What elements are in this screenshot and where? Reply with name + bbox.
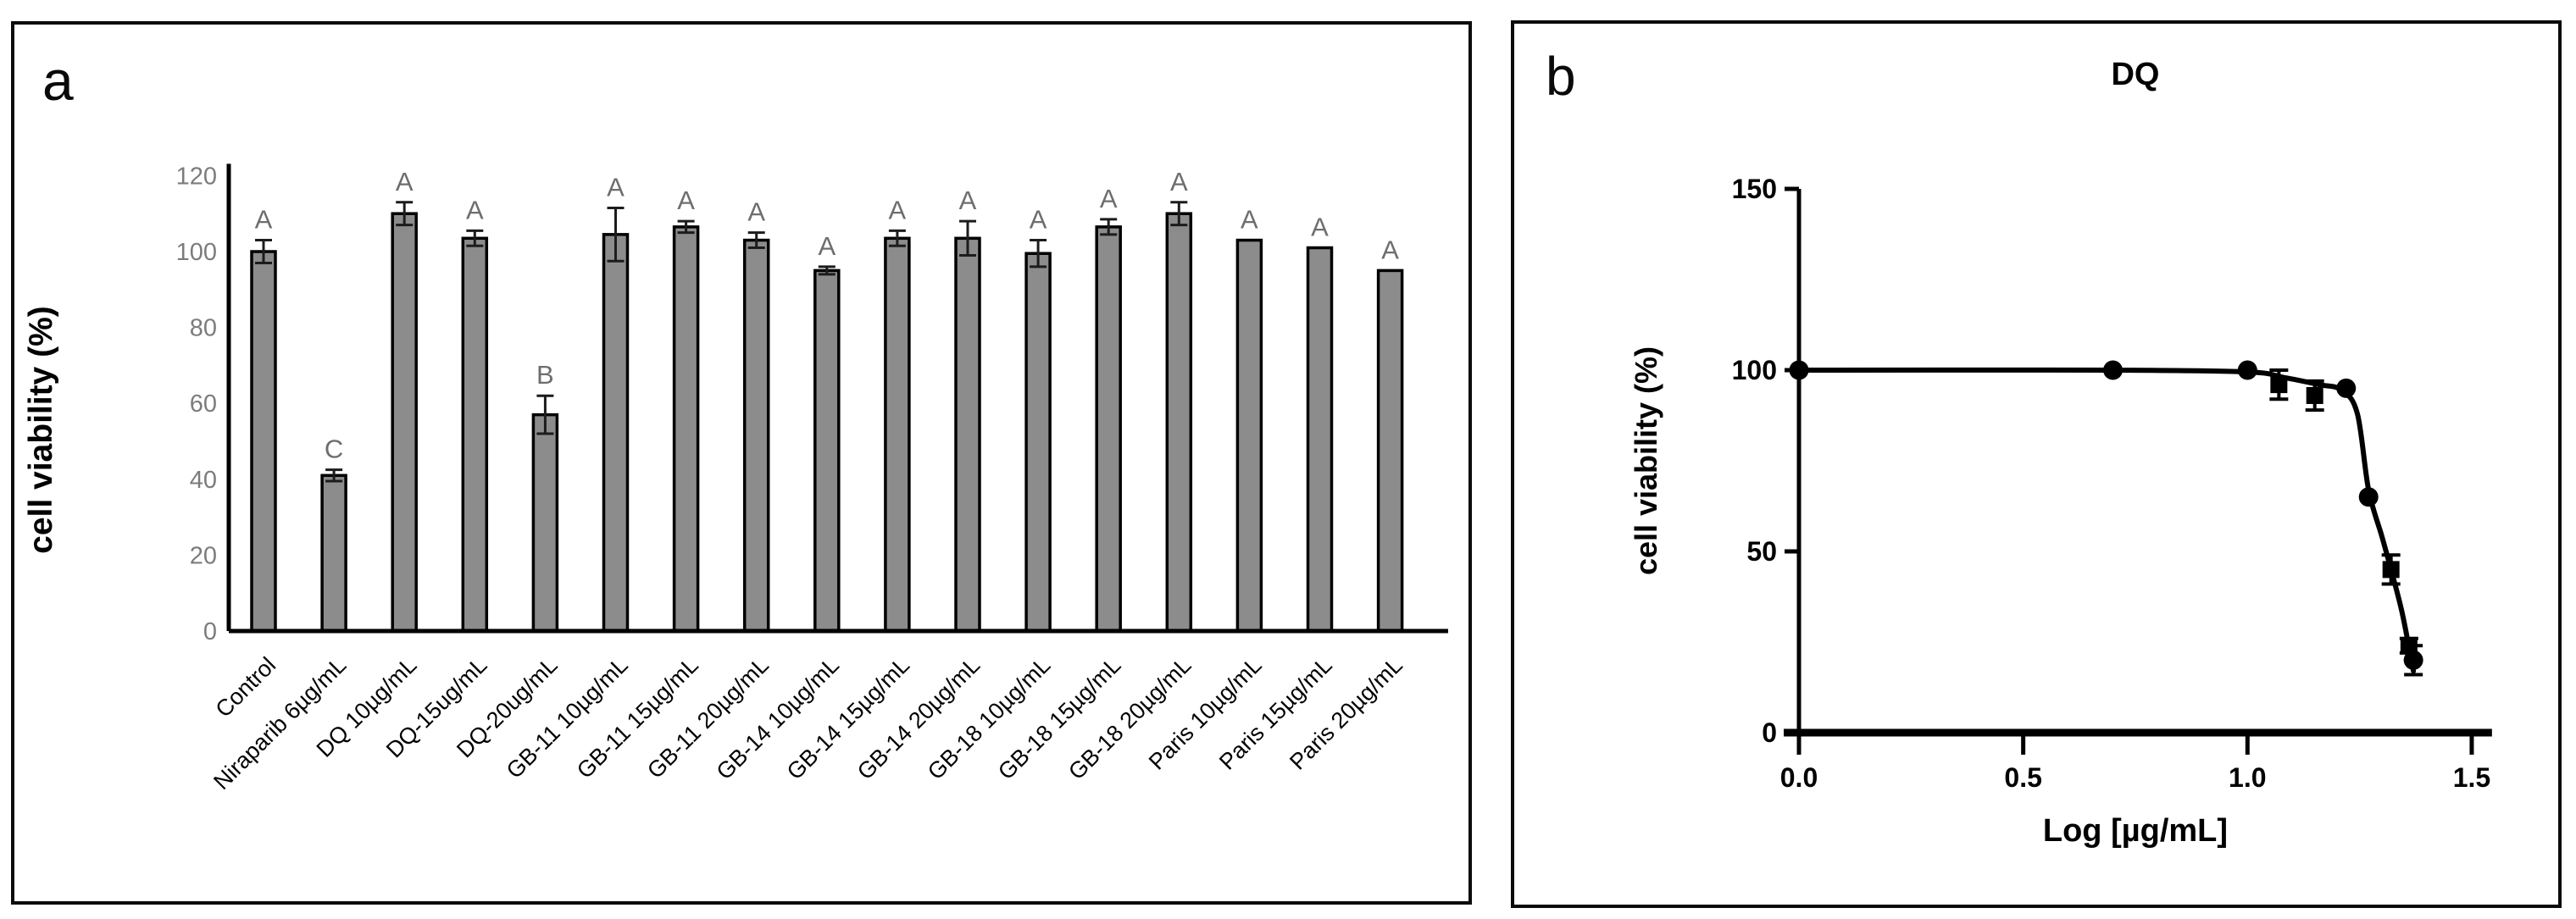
x-tick-label: 0.5 [2004,762,2041,793]
significance-letter: A [466,195,484,224]
bar [602,233,630,633]
panel-b-chart-svg: DQ 0 50 100 150 0.0 0.5 1.0 1.5 Log [µg/mL] cell v… [1629,57,2492,849]
y-tick-label: 60 [190,390,217,418]
bar [1165,212,1193,633]
data-point-circle [2103,360,2124,380]
bar [391,212,418,633]
data-point-square [2306,386,2323,404]
significance-letter: A [1381,235,1399,264]
significance-letter: A [255,205,273,235]
dose-response-curve [1796,367,2417,674]
panel-b-letter: b [1546,46,1576,107]
y-tick-label: 20 [190,542,217,569]
bar [672,225,700,633]
significance-letter: A [889,195,907,224]
significance-letter: A [959,185,977,215]
y-tick-label: 40 [190,467,217,494]
chart-title: DQ [2111,57,2159,92]
significance-letter: A [1311,213,1329,242]
x-tick-label: 1.5 [2453,762,2490,793]
bar [1306,246,1334,633]
panel-b-dose-response-chart: DQ 0 50 100 150 0.0 0.5 1.0 1.5 Log [µg/mL] cell v… [1511,20,2562,908]
data-point-circle [2358,487,2379,507]
y-tick-label: 0 [203,618,217,645]
significance-letter: A [677,185,695,215]
y-axis-title: cell viability (%) [1629,346,1663,575]
data-point-circle [1789,360,1809,380]
significance-letter: A [396,167,414,197]
significance-letter: A [1170,167,1188,197]
significance-letter: A [747,197,765,227]
bar [813,269,841,633]
significance-letter: C [325,435,343,464]
data-point-square [2270,376,2288,394]
x-category-label: GB-14 15µg/mL [782,652,914,784]
x-tick-label: 1.0 [2229,762,2266,793]
bar [320,473,347,633]
significance-letter: A [1030,205,1047,235]
y-tick-label: 100 [176,239,217,266]
x-category-label: Control [210,652,280,722]
significance-letter: A [607,172,625,202]
x-category-label: GB-11 20µg/mL [642,652,774,783]
significance-letter: B [536,360,554,390]
data-point-circle [2403,650,2423,670]
bar [461,236,489,633]
x-tick-label: 0.0 [1780,762,1818,793]
bar [1376,269,1404,633]
x-category-label: GB-14 10µg/mL [712,652,844,784]
bar [1095,225,1122,633]
x-axis-title: Log [µg/mL] [2043,813,2228,849]
significance-letter: A [818,231,836,261]
y-tick-label: 100 [1732,355,1777,385]
data-point-circle [2336,378,2357,398]
x-category-label: GB-18 20µg/mL [1063,652,1196,784]
bar [250,250,277,633]
bar [742,238,770,633]
y-tick-label: 80 [190,315,217,342]
y-tick-label: 150 [1732,174,1777,204]
significance-letter: A [1241,205,1258,235]
bar [1235,238,1263,633]
y-tick-label: 50 [1746,536,1777,567]
x-category-label: GB-11 15µg/mL [572,652,703,783]
x-category-label: GB-11 10µg/mL [502,652,633,783]
y-tick-label: 120 [176,163,217,190]
y-tick-label: 0 [1762,717,1777,748]
x-category-label: GB-18 10µg/mL [923,652,1055,784]
bar [531,412,559,633]
bar [1024,252,1052,633]
panel-a-chart-svg: 0 20 40 60 80 100 120 cell viability (%) A Contro… [23,163,1448,794]
data-point-circle [2237,360,2257,380]
panel-a-letter: a [42,49,74,112]
panel-a-bar-chart: 0 20 40 60 80 100 120 cell viability (%) A Contro… [11,21,1472,905]
x-category-label: Niraparib 6µg/mL [208,652,351,794]
y-axis-title: cell viability (%) [23,306,59,554]
bar [884,236,911,633]
data-point-square [2382,561,2400,579]
x-category-label: GB-18 15µg/mL [993,652,1125,784]
x-category-label: GB-14 20µg/mL [852,652,985,784]
significance-letter: A [1100,184,1118,213]
bar [954,236,981,633]
